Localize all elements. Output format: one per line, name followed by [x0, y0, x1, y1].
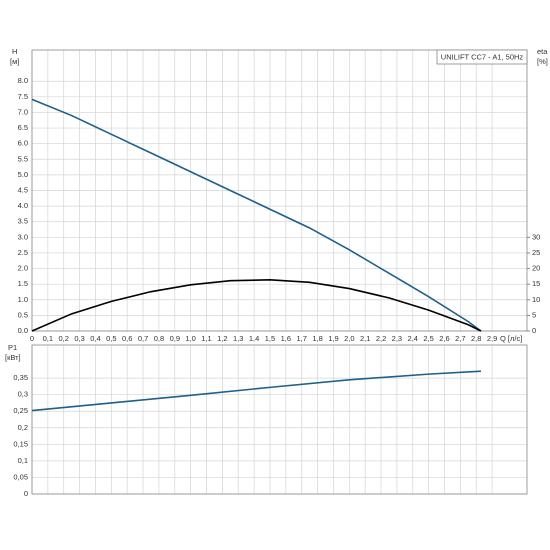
y2-axis-unit: [%] — [537, 57, 548, 66]
title-box — [436, 49, 528, 65]
y-tick-label: 0,35 — [13, 373, 28, 382]
y-tick-label: 0,2 — [18, 423, 28, 432]
y-tick-label: 0,3 — [18, 390, 28, 399]
curve — [31, 370, 482, 412]
x-tick-label: 0 — [30, 334, 34, 343]
x-axis-label: Q [л/с] — [500, 334, 522, 343]
x-tick-label: 2,1 — [360, 334, 370, 343]
x-tick-label: 1,6 — [281, 334, 291, 343]
y2-tick-label: 15 — [532, 279, 540, 288]
y-tick-label: 0.5 — [18, 310, 28, 319]
x-tick-label: 2,0 — [344, 334, 354, 343]
x-tick-label: 2,8 — [471, 334, 481, 343]
curve — [31, 278, 482, 332]
y-tick-label: 7.0 — [18, 107, 28, 116]
y2-tick-label: 5 — [532, 310, 536, 319]
x-tick-label: 1,7 — [296, 334, 306, 343]
y-tick-label: 2.0 — [18, 264, 28, 273]
x-tick-label: 1,1 — [201, 334, 211, 343]
y-tick-label: 4.0 — [18, 201, 28, 210]
x-tick-label: 0,7 — [138, 334, 148, 343]
x-tick-label: 2,9 — [487, 334, 497, 343]
curve — [31, 98, 482, 332]
x-tick-label: 2,6 — [439, 334, 449, 343]
y-tick-label: 0,05 — [13, 472, 28, 481]
y-tick-label: 0.0 — [18, 326, 28, 335]
x-tick-label: 0,2 — [59, 334, 69, 343]
x-tick-label: 1,2 — [217, 334, 227, 343]
y-tick-label: 5.5 — [18, 154, 28, 163]
plot-frame — [31, 49, 528, 332]
y-axis-label: H — [12, 47, 17, 56]
y-tick-label: 2.5 — [18, 248, 28, 257]
x-tick-label: 1,5 — [265, 334, 275, 343]
y-tick-label: 5.0 — [18, 170, 28, 179]
x-tick-label: 1,4 — [249, 334, 259, 343]
y-tick-label: 4.5 — [18, 185, 28, 194]
y2-axis-label: eta — [537, 47, 548, 56]
y-tick-label: 0 — [24, 489, 28, 498]
x-tick-label: 0,1 — [43, 334, 53, 343]
x-tick-label: 0,8 — [154, 334, 164, 343]
x-tick-label: 1,9 — [328, 334, 338, 343]
y2-tick-label: 25 — [532, 248, 540, 257]
chart-title: UNILIFT CC7 - A1, 50Hz — [441, 52, 524, 61]
x-tick-label: 1,0 — [185, 334, 195, 343]
y-axis-unit: [кВт] — [5, 353, 21, 362]
y-tick-label: 0,15 — [13, 439, 28, 448]
y-axis-unit: [м] — [10, 57, 19, 66]
y-tick-label: 3.0 — [18, 232, 28, 241]
y2-tick-label: 30 — [532, 232, 540, 241]
y-tick-label: 0,1 — [18, 456, 28, 465]
y-tick-label: 7.5 — [18, 92, 28, 101]
x-tick-label: 1,3 — [233, 334, 243, 343]
y-tick-label: 1.0 — [18, 295, 28, 304]
x-tick-label: 2,5 — [423, 334, 433, 343]
x-tick-label: 2,2 — [376, 334, 386, 343]
y-tick-label: 8.0 — [18, 76, 28, 85]
y2-tick-label: 20 — [532, 264, 540, 273]
y-tick-label: 3.5 — [18, 217, 28, 226]
x-tick-label: 1,8 — [312, 334, 322, 343]
y-tick-label: 0,25 — [13, 406, 28, 415]
x-tick-label: 0,3 — [74, 334, 84, 343]
x-tick-label: 0,6 — [122, 334, 132, 343]
x-tick-label: 0,4 — [90, 334, 100, 343]
plot-frame — [31, 344, 528, 495]
y-axis-label: P1 — [8, 343, 17, 352]
y-tick-label: 6.0 — [18, 139, 28, 148]
y2-tick-label: 0 — [532, 326, 536, 335]
x-tick-label: 0,5 — [106, 334, 116, 343]
y2-tick-label: 10 — [532, 295, 540, 304]
x-tick-label: 2,3 — [392, 334, 402, 343]
x-tick-label: 2,4 — [408, 334, 418, 343]
y-tick-label: 1.5 — [18, 279, 28, 288]
x-tick-label: 0,9 — [170, 334, 180, 343]
x-tick-label: 2,7 — [455, 334, 465, 343]
y-tick-label: 6.5 — [18, 123, 28, 132]
